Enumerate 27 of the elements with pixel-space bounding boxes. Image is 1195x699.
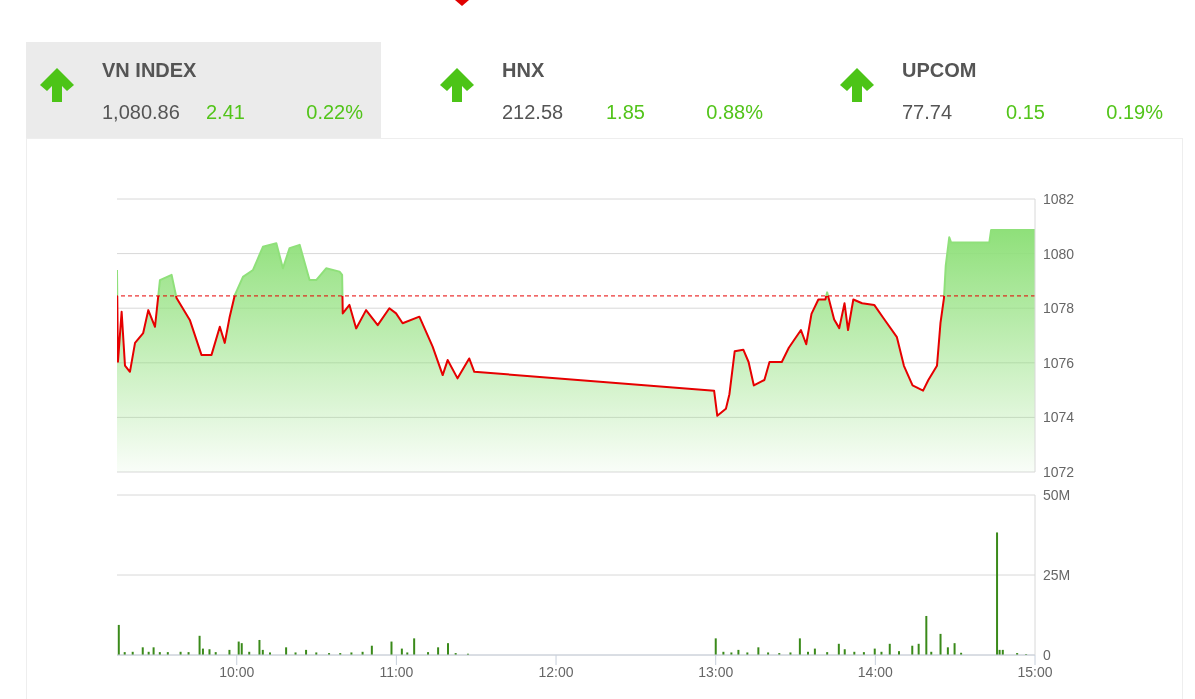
y-tick-label: 1076 <box>1043 354 1075 371</box>
y-tick-label: 1074 <box>1043 409 1075 426</box>
text: 2.41 <box>206 101 245 124</box>
x-tick-label: 13:00 <box>698 663 734 680</box>
y-tick-label: 1080 <box>1043 245 1075 262</box>
text: 0.88% <box>706 101 763 124</box>
text: 0.22% <box>306 101 363 124</box>
y-tick-label: 50M <box>1043 486 1071 503</box>
text: 0.19% <box>1106 101 1163 124</box>
text: 212.58 <box>502 101 564 124</box>
x-tick-label: 10:00 <box>219 663 255 680</box>
y-tick-label: 25M <box>1043 566 1071 583</box>
x-tick-label: 11:00 <box>379 663 414 680</box>
text: 77.74 <box>902 101 953 124</box>
text: 1,080.86 <box>102 101 180 124</box>
text: 0.15 <box>1006 101 1045 124</box>
y-tick-label: 1082 <box>1043 190 1075 207</box>
text: UPCOM <box>902 59 977 82</box>
text: HNX <box>502 59 545 82</box>
x-tick-label: 15:00 <box>1017 663 1053 680</box>
y-tick-label: 0 <box>1043 646 1051 663</box>
y-tick-label: 1078 <box>1043 300 1075 317</box>
x-tick-label: 14:00 <box>857 663 894 680</box>
text: VN INDEX <box>102 59 197 82</box>
y-tick-label: 1072 <box>1043 463 1075 480</box>
text: 1.85 <box>606 101 645 124</box>
x-tick-label: 12:00 <box>538 663 574 680</box>
